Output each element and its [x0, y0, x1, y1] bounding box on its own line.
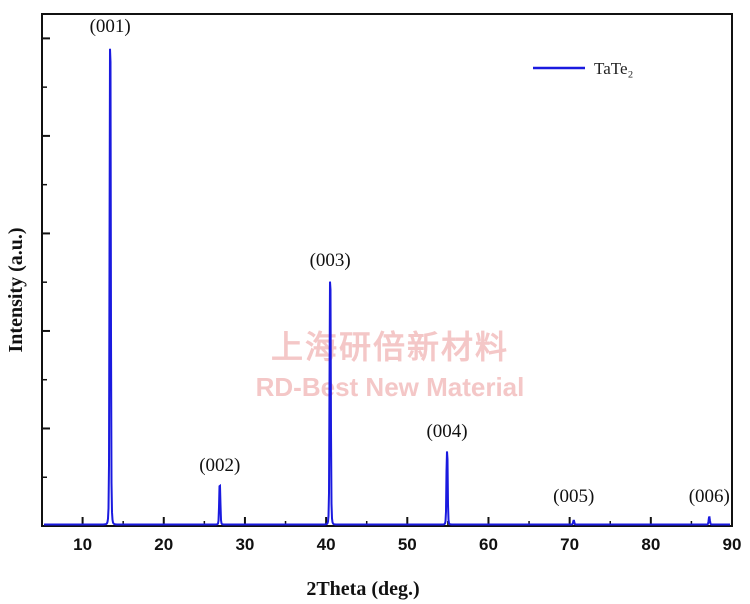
x-tick-label: 50: [398, 535, 417, 554]
peak-label: (003): [310, 250, 351, 271]
peak-label: (004): [426, 421, 467, 442]
legend-label: TaTe₂: [594, 59, 633, 78]
x-tick-label: 70: [560, 535, 579, 554]
x-tick-label: 40: [317, 535, 336, 554]
x-tick-label: 20: [154, 535, 173, 554]
ticks-layer: 10 20 30 40 50 60 70 80 90: [41, 37, 742, 554]
y-axis-title: Intensity (a.u.): [5, 227, 27, 352]
watermark-english: RD-Best New Material: [256, 372, 525, 402]
peak-label: (002): [199, 455, 240, 476]
plot-frame: [41, 13, 733, 527]
data-layer: [44, 48, 730, 526]
x-tick-label: 60: [479, 535, 498, 554]
series-line-tate2: [44, 48, 730, 526]
x-tick-label: 90: [723, 535, 742, 554]
legend: TaTe₂: [533, 59, 633, 78]
peak-label: (006): [689, 486, 730, 507]
labels-layer: (001) (002) (003) (004) (005) (006): [90, 16, 730, 507]
peak-label: (001): [90, 16, 131, 37]
x-tick-label: 10: [73, 535, 92, 554]
x-axis-title: 2Theta (deg.): [306, 578, 419, 600]
peak-label: (005): [553, 486, 594, 507]
x-tick-label: 30: [235, 535, 254, 554]
watermark-chinese: 上海研倍新材料: [271, 328, 509, 366]
x-tick-label: 80: [641, 535, 660, 554]
